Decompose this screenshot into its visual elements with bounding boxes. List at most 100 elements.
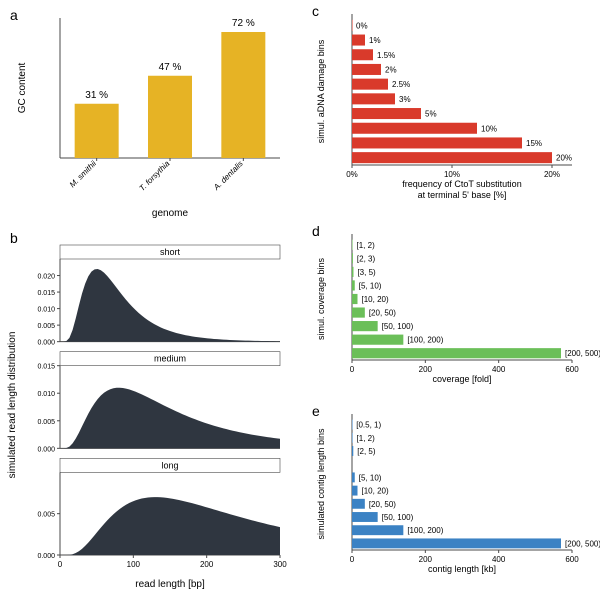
hbar [352, 512, 378, 522]
xtick-label: 0 [58, 560, 63, 569]
xtick-label: 600 [565, 555, 579, 564]
ytick-label: 0.005 [37, 323, 55, 330]
ytick-label: 0.010 [37, 391, 55, 398]
xlabel: genome [152, 208, 189, 219]
category-label: 2% [385, 65, 397, 74]
bar-value-label: 31 % [85, 90, 108, 101]
xtick-label: 20% [544, 170, 560, 179]
ylabel: simul. coverage bins [316, 257, 326, 340]
panel-e: simulated contig length bins contig lengt… [316, 414, 600, 574]
hbar [352, 240, 353, 250]
category-label: [200, 500) [565, 539, 600, 548]
xtick-label: 600 [565, 365, 579, 374]
xtick-label: 0 [350, 555, 355, 564]
xtick-label: 400 [492, 555, 506, 564]
ylabel: GC content [17, 62, 28, 113]
ytick-label: 0.005 [37, 512, 55, 519]
xlabel: frequency of CtoT substitution [402, 179, 521, 189]
panel-letter: e [312, 403, 320, 419]
hbar [352, 525, 403, 535]
histogram [60, 269, 280, 342]
hbar [352, 49, 373, 60]
hbar [352, 335, 403, 345]
hbar [352, 20, 353, 31]
xtick-label: 400 [492, 365, 506, 374]
category-label: [50, 100) [382, 322, 414, 331]
hbar [352, 446, 353, 456]
bar-value-label: 72 % [232, 18, 255, 29]
xtick-label: 0% [346, 170, 358, 179]
ylabel: simulated contig length bins [316, 428, 326, 540]
category-label: [1, 2) [357, 434, 376, 443]
hbar [352, 108, 421, 119]
ylabel: simul. aDNA damage bins [316, 39, 326, 143]
xtick-label: 0 [350, 365, 355, 374]
category-label: [100, 200) [407, 526, 443, 535]
category-label: [2, 3) [357, 254, 376, 263]
xtick-label: 200 [200, 560, 214, 569]
hbar [352, 321, 378, 331]
category-label: 3% [399, 95, 411, 104]
hbar [352, 267, 353, 277]
xlabel: coverage [fold] [432, 374, 491, 384]
hbar [352, 152, 552, 163]
xlabel: at terminal 5' base [%] [418, 190, 507, 200]
xlabel: contig length [kb] [428, 564, 496, 574]
hbar [352, 307, 365, 317]
xtick-label: 10% [444, 170, 460, 179]
ytick-label: 0.015 [37, 364, 55, 371]
category-label: [5, 10) [359, 281, 382, 290]
facet-label: long [161, 460, 178, 470]
category-label: [50, 100) [382, 513, 414, 522]
ytick-label: 0.000 [37, 340, 55, 347]
category-label: 1% [369, 36, 381, 45]
category-label: 0% [356, 21, 368, 30]
panel-a: GC content genome 31 % M. smithii 47 % T. for… [17, 18, 280, 219]
hbar [352, 123, 477, 134]
xtick-label: 300 [273, 560, 287, 569]
hbar [352, 486, 358, 496]
ytick-label: 0.000 [37, 446, 55, 453]
category-label: [5, 10) [359, 473, 382, 482]
xtick-label: M. smithii [68, 159, 98, 189]
xtick-label: 100 [127, 560, 141, 569]
hbar [352, 35, 365, 46]
bar [148, 76, 192, 158]
ytick-label: 0.020 [37, 274, 55, 281]
category-label: [3, 5) [357, 268, 376, 277]
category-label: [1, 2) [357, 241, 376, 250]
hbar [352, 64, 381, 75]
xlabel: read length [bp] [135, 579, 205, 590]
hbar [352, 253, 353, 263]
panel-letter: b [10, 230, 18, 246]
category-label: [200, 500) [565, 349, 600, 358]
hbar [352, 280, 355, 290]
panel-letter: a [10, 7, 18, 23]
category-label: [2, 5) [357, 447, 376, 456]
ylabel: simulated read length distribution [7, 332, 18, 479]
bar [75, 104, 119, 158]
hbar [352, 79, 388, 90]
hbar [352, 294, 358, 304]
category-label: 5% [425, 110, 437, 119]
category-label: [10, 20) [362, 487, 389, 496]
category-label: 20% [556, 154, 572, 163]
category-label: 1.5% [377, 51, 395, 60]
category-label: [100, 200) [407, 336, 443, 345]
ytick-label: 0.000 [37, 553, 55, 560]
category-label: 10% [481, 124, 497, 133]
panel-letter: d [312, 223, 320, 239]
ytick-label: 0.015 [37, 290, 55, 297]
category-label: [0.5, 1) [356, 421, 381, 430]
bar-value-label: 47 % [159, 62, 182, 73]
hbar [352, 420, 353, 430]
hbar [352, 538, 561, 548]
category-label: [20, 50) [369, 309, 396, 318]
xtick-label: T. forsythia [138, 159, 172, 193]
hbar [352, 433, 353, 443]
bar [221, 32, 265, 158]
category-label: 15% [526, 139, 542, 148]
xtick-label: A. dentalis [211, 159, 244, 192]
panel-letter: c [312, 3, 319, 19]
xtick-label: 200 [419, 555, 433, 564]
